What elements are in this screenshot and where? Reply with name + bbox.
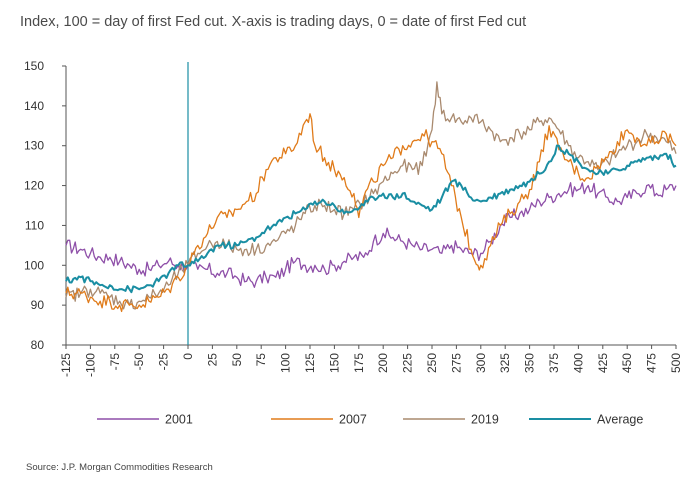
x-tick-label: 200 — [376, 353, 390, 373]
y-tick-label: 120 — [24, 179, 44, 193]
x-tick-label: 225 — [401, 353, 415, 373]
legend-label-2001: 2001 — [165, 413, 193, 427]
y-tick-label: 80 — [31, 338, 45, 352]
y-tick-label: 100 — [24, 258, 44, 272]
x-tick-label: 100 — [279, 353, 293, 373]
x-tick-label: -125 — [59, 353, 73, 377]
x-tick-label: 50 — [230, 353, 244, 367]
y-tick-label: 140 — [24, 99, 44, 113]
x-tick-label: 125 — [303, 353, 317, 373]
x-tick-label: 350 — [523, 353, 537, 373]
source-note: Source: J.P. Morgan Commodities Research — [26, 462, 213, 473]
x-tick-label: 150 — [327, 353, 341, 373]
x-tick-label: 300 — [474, 353, 488, 373]
x-tick-label: -50 — [132, 353, 146, 371]
legend-label-average: Average — [597, 413, 643, 427]
y-tick-label: 90 — [31, 298, 45, 312]
x-tick-label: 500 — [669, 353, 683, 373]
x-tick-label: 25 — [205, 353, 219, 367]
series-layer — [65, 81, 677, 313]
series-line-2019 — [65, 81, 677, 310]
x-tick-label: 0 — [181, 353, 195, 360]
y-tick-label: 150 — [24, 59, 44, 73]
y-tick-label: 110 — [25, 218, 44, 232]
x-tick-label: -75 — [108, 353, 122, 371]
x-tick-label: 325 — [498, 353, 512, 373]
x-tick-label: 375 — [547, 353, 561, 373]
x-tick-label: 75 — [254, 353, 268, 367]
x-tick-label: 175 — [352, 353, 366, 373]
series-line-2007 — [65, 113, 677, 313]
series-line-2001 — [65, 182, 677, 288]
legend-label-2019: 2019 — [471, 413, 499, 427]
axes: 80 90 100 110 120 130 140 150 -125 -100 -75 -50 -25 0… — [24, 59, 683, 377]
x-tick-label: 450 — [620, 353, 634, 373]
chart-title: Index, 100 = day of first Fed cut. X-axi… — [20, 14, 527, 30]
legend-label-2007: 2007 — [339, 413, 367, 427]
y-tick-label: 130 — [24, 139, 44, 153]
x-tick-label: -25 — [157, 353, 171, 371]
x-tick-label: -100 — [83, 353, 97, 377]
x-tick-label: 425 — [596, 353, 610, 373]
series-line-average — [65, 144, 677, 294]
x-tick-label: 250 — [425, 353, 439, 373]
x-tick-label: 275 — [449, 353, 463, 373]
x-tick-label: 400 — [571, 353, 585, 373]
legend: 2001 2007 2019 Average — [97, 413, 643, 427]
x-tick-label: 475 — [645, 353, 659, 373]
